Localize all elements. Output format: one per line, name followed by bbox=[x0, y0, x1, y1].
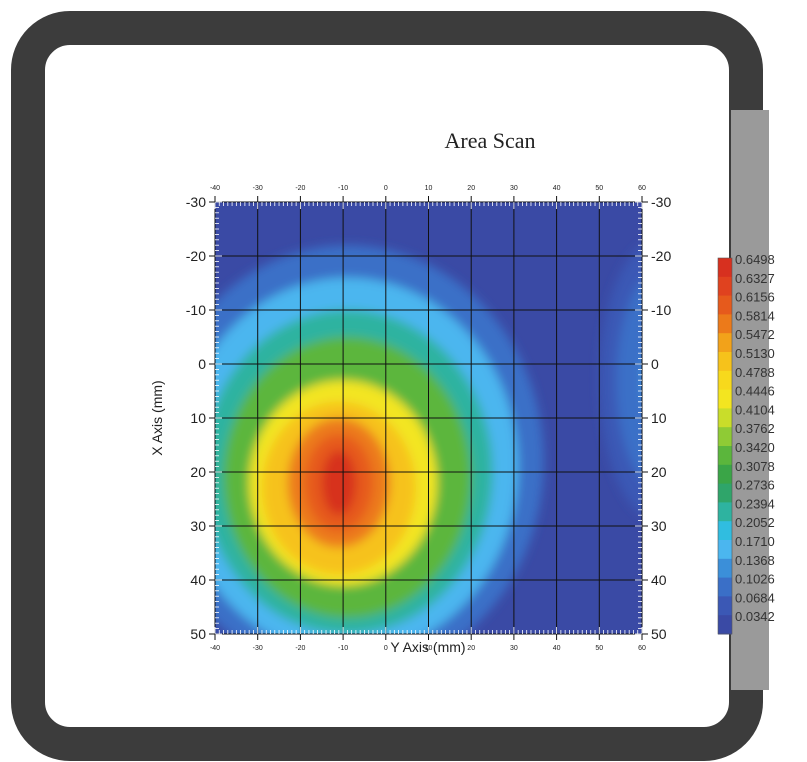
colorbar-swatch-13 bbox=[718, 502, 732, 522]
y-tick-label-left: 0 bbox=[198, 356, 206, 372]
y-tick-label-left: 30 bbox=[190, 518, 206, 534]
colorbar-swatch-5 bbox=[718, 352, 732, 372]
y-tick-label-left: 10 bbox=[190, 410, 206, 426]
y-tick-label-left: -20 bbox=[186, 248, 206, 264]
colorbar-label-3: 0.5814 bbox=[735, 308, 775, 323]
y-tick-label-right: -30 bbox=[651, 194, 671, 210]
x-tick-label-top: 40 bbox=[553, 185, 561, 192]
y-tick-label-right: -10 bbox=[651, 302, 671, 318]
colorbar-swatch-1 bbox=[718, 276, 732, 297]
colorbar-label-4: 0.5472 bbox=[735, 327, 775, 342]
y-tick-label-right: 40 bbox=[651, 572, 667, 588]
x-tick-label-bottom: 0 bbox=[384, 645, 388, 652]
colorbar-swatch-10 bbox=[718, 446, 732, 466]
y-tick-label-left: 40 bbox=[190, 572, 206, 588]
colorbar-swatch-18 bbox=[718, 596, 732, 616]
colorbar-label-14: 0.2052 bbox=[735, 515, 775, 530]
x-tick-label-top: -30 bbox=[253, 185, 263, 192]
colorbar-swatch-19 bbox=[718, 615, 732, 635]
colorbar-label-19: 0.0342 bbox=[735, 609, 775, 624]
x-tick-label-top: 50 bbox=[595, 185, 603, 192]
colorbar-label-6: 0.4788 bbox=[735, 365, 775, 380]
x-axis-title: Y Axis (mm) bbox=[390, 639, 465, 655]
x-tick-label-bottom: -30 bbox=[253, 645, 263, 652]
x-tick-label-bottom: 50 bbox=[595, 645, 603, 652]
colorbar-label-7: 0.4446 bbox=[735, 384, 775, 399]
x-tick-label-bottom: -40 bbox=[210, 645, 220, 652]
y-tick-label-left: -10 bbox=[186, 302, 206, 318]
colorbar-label-18: 0.0684 bbox=[735, 590, 775, 605]
colorbar-swatch-11 bbox=[718, 464, 732, 485]
heat-contour-side-2 bbox=[629, 318, 642, 443]
heat-contour-main-8 bbox=[321, 450, 356, 516]
x-tick-label-top: 10 bbox=[425, 185, 433, 192]
colorbar-label-1: 0.6327 bbox=[735, 271, 775, 286]
x-tick-label-bottom: -20 bbox=[295, 645, 305, 652]
x-tick-label-bottom: 20 bbox=[467, 645, 475, 652]
x-tick-label-bottom: -10 bbox=[338, 645, 348, 652]
x-tick-label-bottom: 60 bbox=[638, 645, 646, 652]
colorbar-label-10: 0.3420 bbox=[735, 440, 775, 455]
frame-side-bar bbox=[731, 110, 769, 690]
y-tick-label-right: 30 bbox=[651, 518, 667, 534]
colorbar-label-16: 0.1368 bbox=[735, 553, 775, 568]
y-tick-label-right: -20 bbox=[651, 248, 671, 264]
x-tick-label-top: -10 bbox=[338, 185, 348, 192]
colorbar-swatch-16 bbox=[718, 558, 732, 579]
colorbar-swatch-8 bbox=[718, 408, 732, 428]
colorbar-label-8: 0.4104 bbox=[735, 402, 775, 417]
chart-title: Area Scan bbox=[444, 128, 536, 153]
colorbar-swatch-2 bbox=[718, 295, 732, 315]
y-tick-label-left: 50 bbox=[190, 626, 206, 642]
y-tick-label-left: 20 bbox=[190, 464, 206, 480]
colorbar-swatch-17 bbox=[718, 577, 732, 597]
colorbar-swatch-15 bbox=[718, 540, 732, 560]
x-tick-label-top: 30 bbox=[510, 185, 518, 192]
x-tick-label-top: -20 bbox=[295, 185, 305, 192]
y-tick-label-right: 0 bbox=[651, 356, 659, 372]
colorbar-label-2: 0.6156 bbox=[735, 290, 775, 305]
colorbar-swatch-12 bbox=[718, 483, 732, 503]
colorbar-label-11: 0.3078 bbox=[735, 459, 775, 474]
y-tick-label-left: -30 bbox=[186, 194, 206, 210]
y-tick-label-right: 10 bbox=[651, 410, 667, 426]
x-tick-label-bottom: 30 bbox=[510, 645, 518, 652]
colorbar-swatch-9 bbox=[718, 427, 732, 447]
colorbar-label-17: 0.1026 bbox=[735, 572, 775, 587]
colorbar-label-0: 0.6498 bbox=[735, 252, 775, 267]
x-tick-label-top: 0 bbox=[384, 185, 388, 192]
x-tick-label-bottom: 40 bbox=[553, 645, 561, 652]
y-tick-label-right: 20 bbox=[651, 464, 667, 480]
x-tick-label-top: -40 bbox=[210, 185, 220, 192]
colorbar-label-5: 0.5130 bbox=[735, 346, 775, 361]
colorbar-border bbox=[717, 257, 733, 635]
colorbar-label-13: 0.2394 bbox=[735, 496, 775, 511]
colorbar-swatch-3 bbox=[718, 314, 732, 334]
colorbar-label-15: 0.1710 bbox=[735, 534, 775, 549]
colorbar-swatch-7 bbox=[718, 389, 732, 409]
colorbar-label-9: 0.3762 bbox=[735, 421, 775, 436]
x-tick-label-top: 20 bbox=[467, 185, 475, 192]
colorbar-swatch-14 bbox=[718, 521, 732, 541]
colorbar-swatch-6 bbox=[718, 370, 732, 391]
colorbar-swatch-4 bbox=[718, 333, 732, 353]
x-tick-label-top: 60 bbox=[638, 185, 646, 192]
y-axis-title: X Axis (mm) bbox=[149, 380, 165, 455]
colorbar-swatch-0 bbox=[718, 258, 732, 278]
colorbar-label-12: 0.2736 bbox=[735, 478, 775, 493]
y-tick-label-right: 50 bbox=[651, 626, 667, 642]
x-tick-label-bottom: 10 bbox=[425, 645, 433, 652]
